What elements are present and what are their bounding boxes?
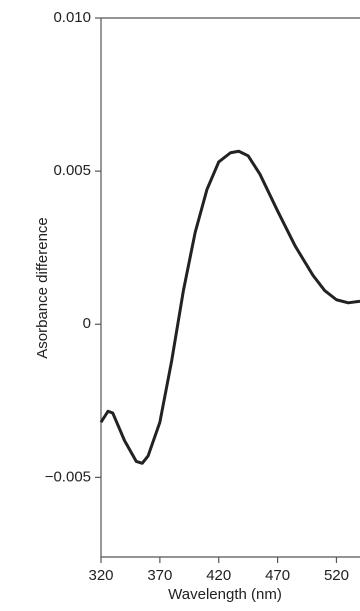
x-tick-label: 420 [206,567,231,584]
x-tick-label: 520 [324,567,349,584]
y-tick-label: −0.005 [45,468,91,485]
x-axis-label: Wavelength (nm) [168,586,282,603]
y-axis-label: Asorbance difference [34,217,51,358]
y-tick-label: 0 [83,315,91,332]
line-series [99,149,360,465]
x-tick-label: 320 [88,567,113,584]
x-tick-label: 470 [265,567,290,584]
y-tick-label: 0.005 [53,162,91,179]
y-tick-label: 0.010 [53,9,91,26]
x-tick-label: 370 [147,567,172,584]
